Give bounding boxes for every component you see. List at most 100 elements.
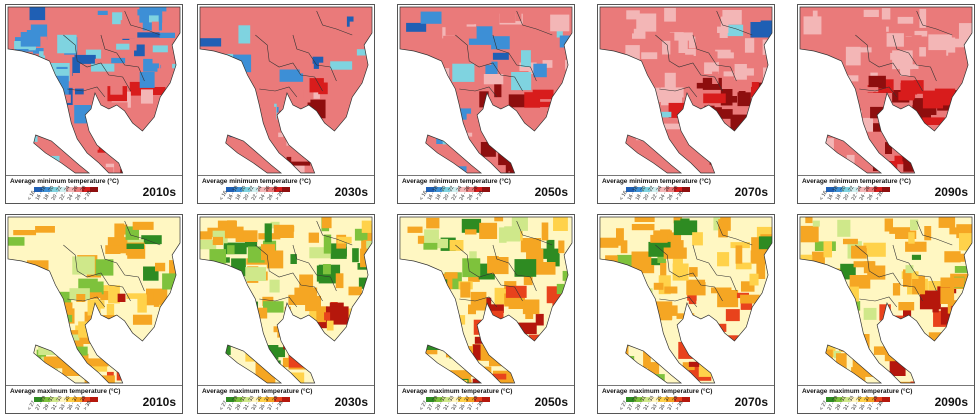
legend-swatch bbox=[282, 397, 290, 402]
legend-swatch bbox=[450, 397, 458, 402]
legend-swatch bbox=[226, 187, 234, 192]
legend-swatch bbox=[90, 187, 98, 192]
legend-color-bar bbox=[626, 187, 690, 192]
legend-color-bar bbox=[34, 397, 98, 402]
legend-title: Average maximum temperature (°C) bbox=[402, 388, 513, 395]
temperature-map bbox=[198, 215, 374, 386]
legend-swatch bbox=[258, 397, 266, 402]
legend-swatch bbox=[642, 397, 650, 402]
legend-swatch bbox=[234, 187, 242, 192]
decade-label: 2030s bbox=[334, 395, 368, 409]
decade-label: 2090s bbox=[934, 185, 968, 199]
map-panel-minimum-2050s: Average minimum temperature (°C) < 16 16 -… bbox=[397, 4, 575, 204]
legend-ticks: < 16 16 - 18 18 - 20 20 - 22 22 - 24 24 - 26 2… bbox=[219, 185, 285, 201]
legend-swatch bbox=[450, 187, 458, 192]
legend-swatch bbox=[874, 187, 882, 192]
decade-label: 2070s bbox=[734, 395, 768, 409]
legend-ticks: < 16 16 - 18 18 - 20 20 - 22 22 - 24 24 - 26 2… bbox=[27, 185, 93, 201]
decade-label: 2050s bbox=[534, 395, 568, 409]
legend-color-bar bbox=[626, 397, 690, 402]
legend-swatch bbox=[58, 397, 66, 402]
legend-title: Average minimum temperature (°C) bbox=[802, 178, 911, 185]
decade-label: 2010s bbox=[142, 395, 176, 409]
legend-color-bar bbox=[426, 397, 490, 402]
legend-swatch bbox=[874, 397, 882, 402]
temperature-map bbox=[198, 5, 374, 176]
legend-swatch bbox=[666, 187, 674, 192]
map-legend: Average maximum temperature (°C) < 27 27 -… bbox=[398, 386, 574, 413]
temperature-map bbox=[798, 215, 974, 386]
legend-swatch bbox=[826, 397, 834, 402]
legend-swatch bbox=[250, 187, 258, 192]
decade-label: 2090s bbox=[934, 395, 968, 409]
map-panel-minimum-2090s: Average minimum temperature (°C) < 16 16 -… bbox=[797, 4, 975, 204]
map-panel-maximum-2070s: Average maximum temperature (°C) < 27 27 -… bbox=[597, 214, 775, 414]
legend-swatch bbox=[482, 397, 490, 402]
legend-title: Average maximum temperature (°C) bbox=[10, 388, 121, 395]
map-panel-minimum-2010s: Average minimum temperature (°C) < 16 16 -… bbox=[5, 4, 183, 204]
legend-swatch bbox=[458, 397, 466, 402]
legend-swatch bbox=[458, 187, 466, 192]
legend-ticks: < 27 27 - 29 29 - 31 31 - 33 33 - 35 35 - 37 3… bbox=[219, 395, 285, 411]
legend-swatch bbox=[434, 187, 442, 192]
legend-swatch bbox=[274, 397, 282, 402]
legend-swatch bbox=[234, 397, 242, 402]
legend-title: Average minimum temperature (°C) bbox=[602, 178, 711, 185]
legend-title: Average minimum temperature (°C) bbox=[202, 178, 311, 185]
legend-swatch bbox=[634, 187, 642, 192]
decade-label: 2010s bbox=[142, 185, 176, 199]
legend-swatch bbox=[226, 397, 234, 402]
map-legend: Average minimum temperature (°C) < 16 16 -… bbox=[6, 176, 182, 203]
map-legend: Average maximum temperature (°C) < 27 27 -… bbox=[598, 386, 774, 413]
legend-swatch bbox=[242, 187, 250, 192]
legend-swatch bbox=[66, 397, 74, 402]
legend-swatch bbox=[474, 397, 482, 402]
legend-swatch bbox=[34, 397, 42, 402]
legend-swatch bbox=[866, 187, 874, 192]
legend-swatch bbox=[658, 397, 666, 402]
legend-ticks: < 27 27 - 29 29 - 31 31 - 33 33 - 35 35 - 37 3… bbox=[819, 395, 885, 411]
legend-swatch bbox=[50, 397, 58, 402]
legend-color-bar bbox=[426, 187, 490, 192]
legend-swatch bbox=[426, 187, 434, 192]
legend-swatch bbox=[266, 187, 274, 192]
temperature-map bbox=[398, 215, 574, 386]
legend-swatch bbox=[842, 397, 850, 402]
legend-swatch bbox=[626, 187, 634, 192]
legend-ticks: < 27 27 - 29 29 - 31 31 - 33 33 - 35 35 - 37 3… bbox=[27, 395, 93, 411]
legend-swatch bbox=[866, 397, 874, 402]
legend-swatch bbox=[282, 187, 290, 192]
temperature-map bbox=[598, 5, 774, 176]
temperature-map bbox=[6, 215, 182, 386]
legend-swatch bbox=[674, 397, 682, 402]
legend-swatch bbox=[74, 397, 82, 402]
legend-swatch bbox=[90, 397, 98, 402]
legend-swatch bbox=[274, 187, 282, 192]
legend-swatch bbox=[82, 187, 90, 192]
legend-swatch bbox=[858, 187, 866, 192]
map-panel-minimum-2070s: Average minimum temperature (°C) < 16 16 -… bbox=[597, 4, 775, 204]
map-panel-maximum-2030s: Average maximum temperature (°C) < 27 27 -… bbox=[197, 214, 375, 414]
decade-label: 2050s bbox=[534, 185, 568, 199]
legend-swatch bbox=[58, 187, 66, 192]
legend-swatch bbox=[850, 397, 858, 402]
map-panel-maximum-2010s: Average maximum temperature (°C) < 27 27 -… bbox=[5, 214, 183, 414]
legend-swatch bbox=[642, 187, 650, 192]
legend-ticks: < 27 27 - 29 29 - 31 31 - 33 33 - 35 35 - 37 3… bbox=[419, 395, 485, 411]
legend-swatch bbox=[482, 187, 490, 192]
legend-title: Average maximum temperature (°C) bbox=[802, 388, 913, 395]
legend-swatch bbox=[434, 397, 442, 402]
decade-label: 2070s bbox=[734, 185, 768, 199]
map-panel-minimum-2030s: Average minimum temperature (°C) < 16 16 -… bbox=[197, 4, 375, 204]
legend-swatch bbox=[626, 397, 634, 402]
legend-swatch bbox=[882, 397, 890, 402]
map-panel-maximum-2090s: Average maximum temperature (°C) < 27 27 -… bbox=[797, 214, 975, 414]
legend-title: Average minimum temperature (°C) bbox=[10, 178, 119, 185]
legend-swatch bbox=[850, 187, 858, 192]
legend-swatch bbox=[42, 397, 50, 402]
legend-title: Average maximum temperature (°C) bbox=[602, 388, 713, 395]
legend-swatch bbox=[74, 187, 82, 192]
legend-swatch bbox=[266, 397, 274, 402]
legend-swatch bbox=[242, 397, 250, 402]
legend-swatch bbox=[682, 187, 690, 192]
